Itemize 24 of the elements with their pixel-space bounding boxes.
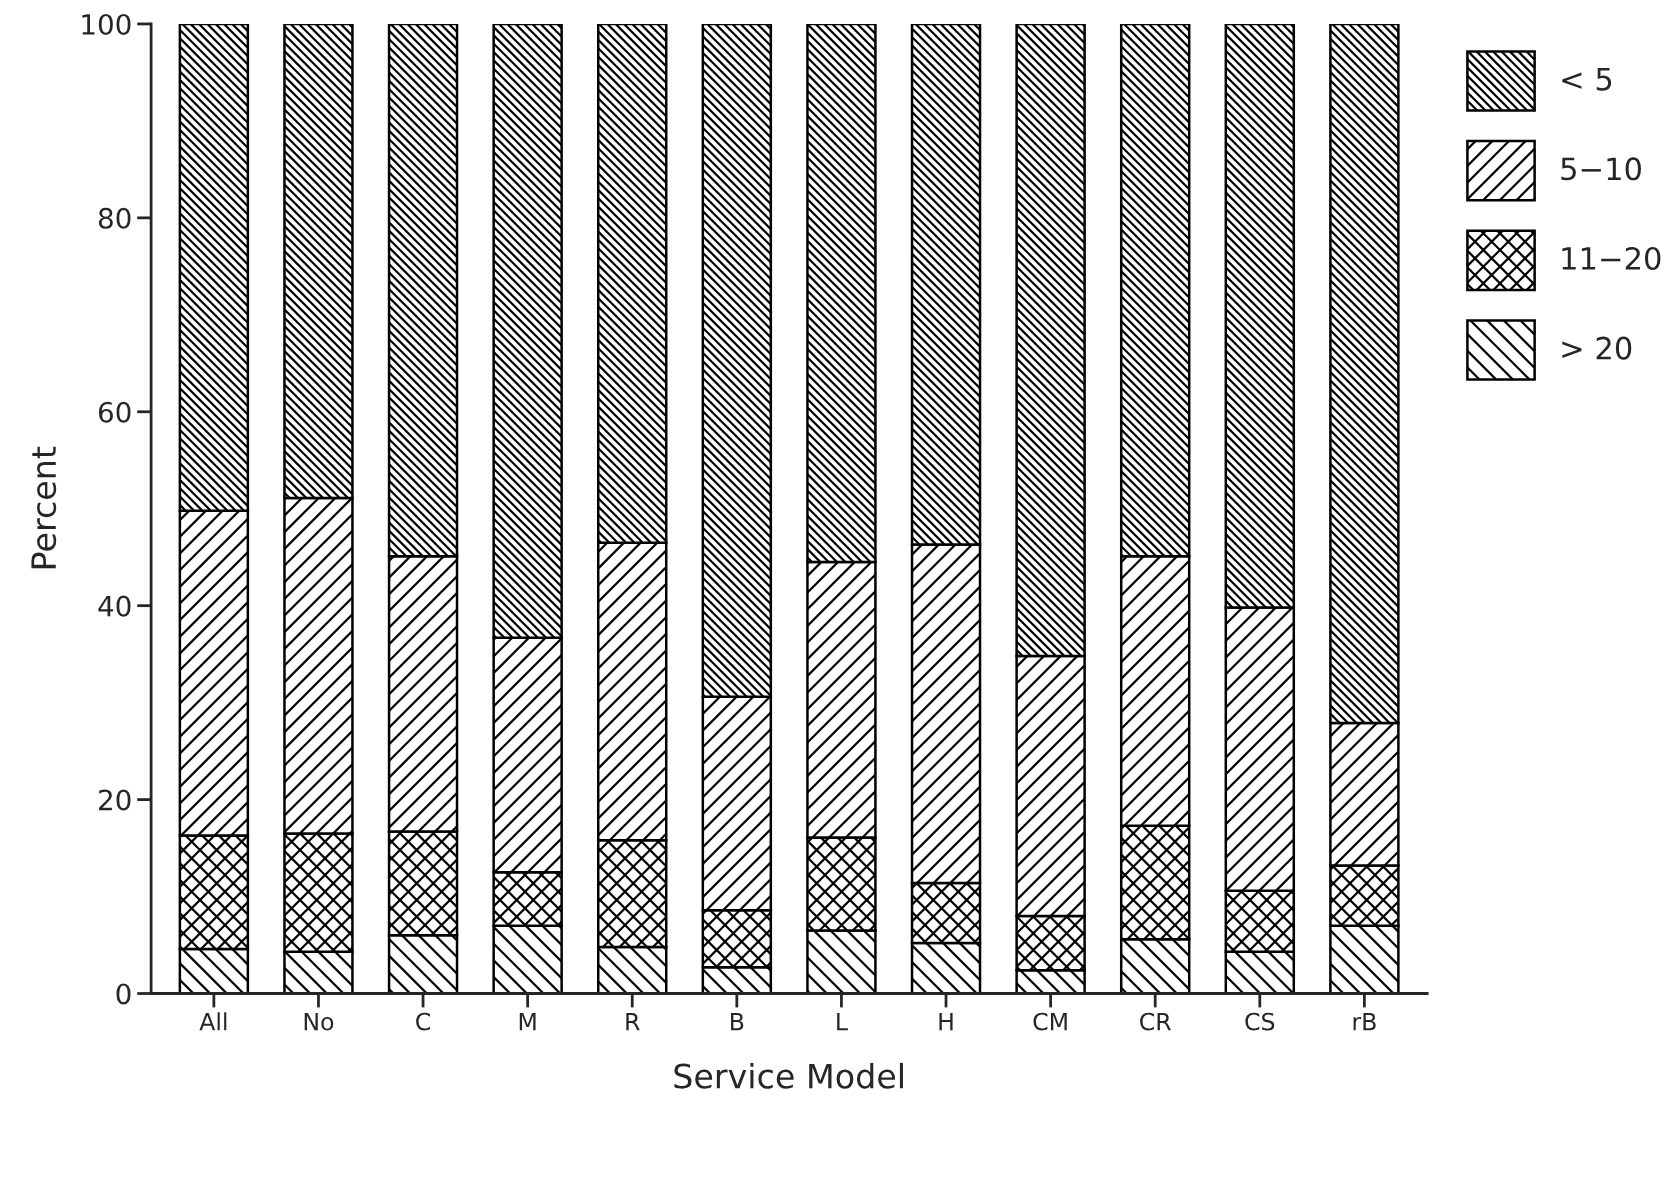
x-tick-label: All <box>199 1012 227 1031</box>
x-tick-label: L <box>837 1012 848 1031</box>
x-tick-label: R <box>626 1012 640 1031</box>
y-tick-label: 60 <box>98 401 131 423</box>
x-tick-label: rB <box>1353 1012 1376 1031</box>
x-tick-label: H <box>939 1012 953 1031</box>
x-tick-label: CS <box>1245 1012 1275 1031</box>
y-tick-label: 0 <box>116 983 131 1005</box>
x-tick-label: C <box>416 1012 431 1031</box>
legend-label: 5−10 <box>1561 157 1641 181</box>
x-tick-label: No <box>304 1012 334 1031</box>
legend-label: < 5 <box>1562 67 1612 91</box>
legend-label: > 20 <box>1562 336 1632 360</box>
legend-label: 11−20 <box>1562 246 1661 271</box>
y-tick-label: 100 <box>82 13 131 35</box>
y-tick-label: 40 <box>98 595 131 617</box>
y-axis-title: Percent <box>31 446 57 569</box>
x-axis-title: Service Model <box>674 1062 903 1089</box>
x-tick-label: CR <box>1140 1012 1171 1031</box>
x-tick-label: B <box>731 1012 744 1031</box>
y-tick-label: 20 <box>99 789 131 811</box>
y-tick-label: 80 <box>98 207 131 229</box>
x-tick-label: CM <box>1033 1012 1067 1031</box>
x-tick-label: M <box>519 1012 536 1031</box>
